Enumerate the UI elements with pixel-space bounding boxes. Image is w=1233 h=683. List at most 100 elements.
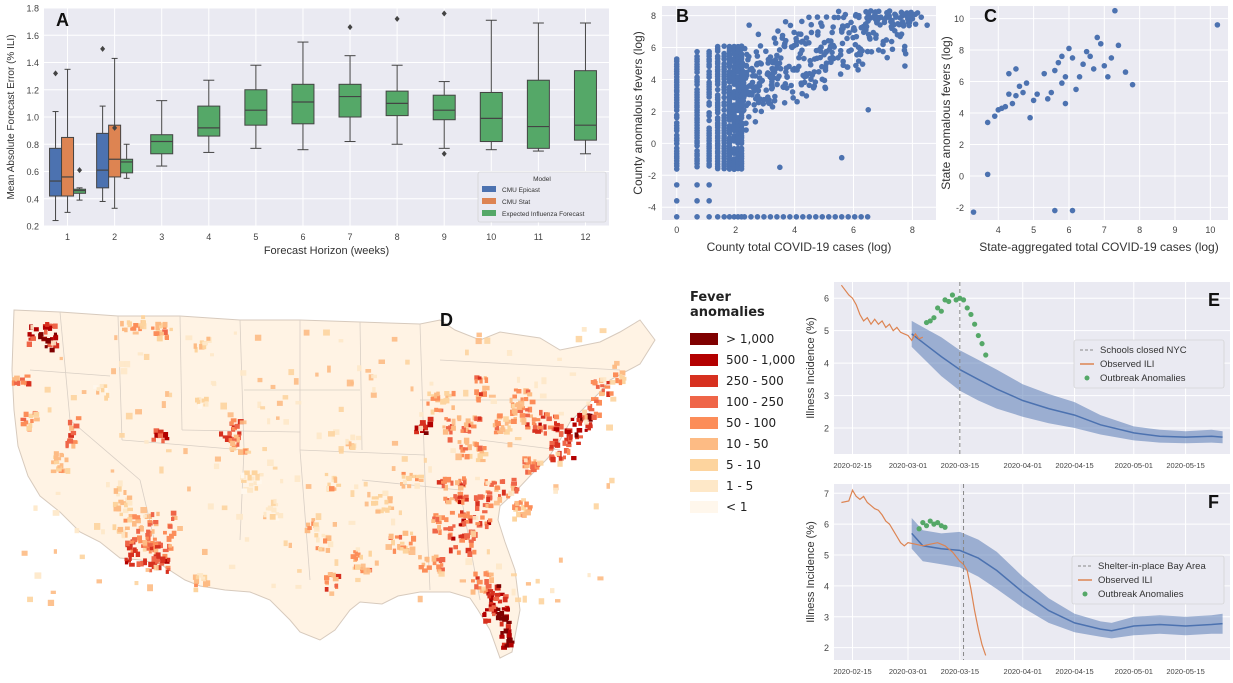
county [263,511,267,518]
county-cluster [612,364,627,386]
data-point [844,35,850,42]
anomaly-point [979,341,985,347]
county [147,520,153,524]
county [484,524,489,530]
county [133,323,139,328]
data-point [726,43,733,50]
data-point [839,29,845,35]
county [127,517,133,523]
county [514,500,520,507]
box-expected-influenza-forecast [479,19,503,151]
data-point [780,84,786,90]
county [65,468,71,474]
county-cluster [510,388,536,424]
county [53,451,59,457]
box-iqr [73,188,87,194]
county [151,563,156,570]
county [474,442,479,448]
county [382,490,389,496]
county [28,413,34,418]
county [503,628,509,634]
county-cluster [193,336,212,353]
county [536,460,544,466]
county [139,323,147,330]
county [512,516,517,522]
y-tick-label: 1.6 [26,31,39,41]
county [540,415,546,419]
county [551,427,555,431]
legend-swatch [1084,375,1090,381]
county [136,528,141,534]
county [23,411,29,417]
data-point [905,20,912,26]
data-point [761,214,767,220]
county [154,548,159,555]
x-tick-label: 2020-05-15 [1166,461,1204,470]
x-axis-label: State-aggregated total COVID-19 cases (l… [979,240,1218,254]
county [195,575,199,580]
county [440,563,444,567]
county [488,394,496,398]
county [435,394,441,401]
x-tick-label: 4 [996,225,1001,235]
county [400,545,407,549]
county [140,507,148,514]
county [581,327,587,332]
data-point [898,31,905,37]
county [514,490,519,494]
county [549,440,555,446]
county [171,530,177,536]
county-cluster [570,412,594,433]
county [11,380,15,386]
county [244,470,250,476]
county [456,550,461,555]
county [597,576,604,581]
county [475,476,480,481]
county [257,401,262,408]
y-tick-label: 0.2 [26,222,39,232]
data-point [1062,74,1069,80]
county [472,515,479,521]
county [79,554,85,560]
data-point [694,198,700,204]
county [504,429,510,435]
data-point [714,214,721,220]
data-point [914,10,921,16]
data-point [777,65,784,72]
county [418,555,422,560]
county [168,392,173,398]
data-point [1066,45,1072,52]
anomaly-point [916,526,922,532]
county [606,424,613,431]
state-border [121,439,245,451]
y-tick-label: -2 [956,203,964,213]
legend-frame [1071,555,1225,605]
y-tick-label: 0 [651,139,656,149]
county [489,572,494,577]
county [151,529,155,534]
county [240,472,245,479]
data-point [774,81,780,88]
county [153,520,159,525]
county [233,434,239,439]
county [375,500,379,506]
county [220,402,227,410]
county [354,550,358,557]
county [255,473,260,481]
county [332,577,339,582]
data-point [863,8,869,15]
county [331,572,336,578]
county [154,432,158,438]
county [371,374,377,379]
county [277,513,284,519]
county [474,416,478,422]
x-tick-label: 2020-05-01 [1115,461,1153,470]
map-legend-row: 500 - 1,000 [690,349,800,370]
data-point [1094,34,1101,41]
data-point [757,60,763,66]
data-point [1076,74,1083,80]
county [475,505,480,511]
county [454,496,460,501]
data-point [726,84,733,91]
county [450,480,454,486]
